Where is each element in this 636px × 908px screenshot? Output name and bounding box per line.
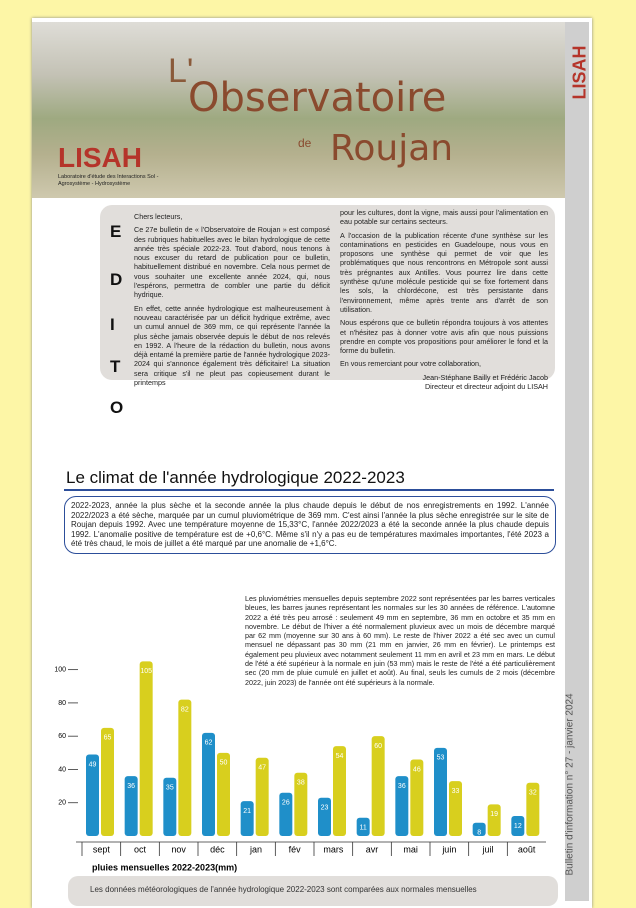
edito-letter: T <box>110 357 120 377</box>
page: L' Observatoire de Roujan LISAH Laborato… <box>0 0 636 901</box>
y-tick-label: 40 <box>58 766 66 773</box>
bar-value: 19 <box>490 811 498 818</box>
x-tick-label: mai <box>403 844 418 854</box>
bar-value: 38 <box>297 780 305 787</box>
bar-value: 105 <box>140 668 152 675</box>
x-tick-label: fév <box>289 844 302 854</box>
bar-value: 47 <box>258 765 266 772</box>
bar-value: 35 <box>166 785 174 792</box>
bar <box>372 736 385 836</box>
bar-value: 54 <box>336 753 344 760</box>
bar <box>101 728 114 836</box>
edito-letter: I <box>110 315 115 335</box>
bar <box>140 661 153 836</box>
bar-value: 60 <box>374 743 382 750</box>
x-axis-label: pluies mensuelles 2022-2023(mm) <box>92 862 237 872</box>
bar-value: 11 <box>360 825 367 832</box>
x-tick-label: juin <box>441 844 456 854</box>
bar-value: 8 <box>477 830 481 837</box>
x-tick-label: avr <box>366 844 379 854</box>
y-tick-label: 20 <box>58 800 66 807</box>
x-tick-label: sept <box>93 844 111 854</box>
bar <box>202 733 215 836</box>
bar-value: 62 <box>205 740 213 747</box>
y-tick-label: 80 <box>58 700 66 707</box>
x-tick-label: déc <box>210 844 225 854</box>
bar <box>241 801 254 836</box>
bar-value: 53 <box>437 755 445 762</box>
bar-value: 33 <box>452 788 460 795</box>
y-tick-label: 100 <box>54 666 66 673</box>
y-tick-label: 60 <box>58 733 66 740</box>
bar-value: 50 <box>220 760 228 767</box>
bar-value: 23 <box>321 805 329 812</box>
bar-value: 21 <box>243 808 251 815</box>
bar-value: 12 <box>514 823 522 830</box>
x-tick-label: mars <box>323 844 343 854</box>
bar <box>178 700 191 836</box>
x-tick-label: juil <box>481 844 493 854</box>
bar <box>318 798 331 836</box>
bar-value: 82 <box>181 706 189 713</box>
bar-value: 32 <box>529 790 537 797</box>
x-tick-label: nov <box>171 844 186 854</box>
bar-value: 49 <box>89 761 97 768</box>
bar-value: 36 <box>127 783 135 790</box>
edito-letter: E <box>110 222 121 242</box>
x-tick-label: jan <box>249 844 262 854</box>
x-tick-label: oct <box>134 844 147 854</box>
edito-letter: D <box>110 270 122 290</box>
bar-value: 26 <box>282 800 290 807</box>
bar-value: 36 <box>398 783 406 790</box>
x-tick-label: août <box>518 844 536 854</box>
chart: 20 40 60 80 100 sept 49 65 oct 36 105 nov 35 82 déc 62 5… <box>0 0 636 901</box>
bar-value: 65 <box>104 735 112 742</box>
bar-value: 46 <box>413 766 421 773</box>
bar <box>488 804 501 836</box>
edito-letter: O <box>110 398 123 418</box>
